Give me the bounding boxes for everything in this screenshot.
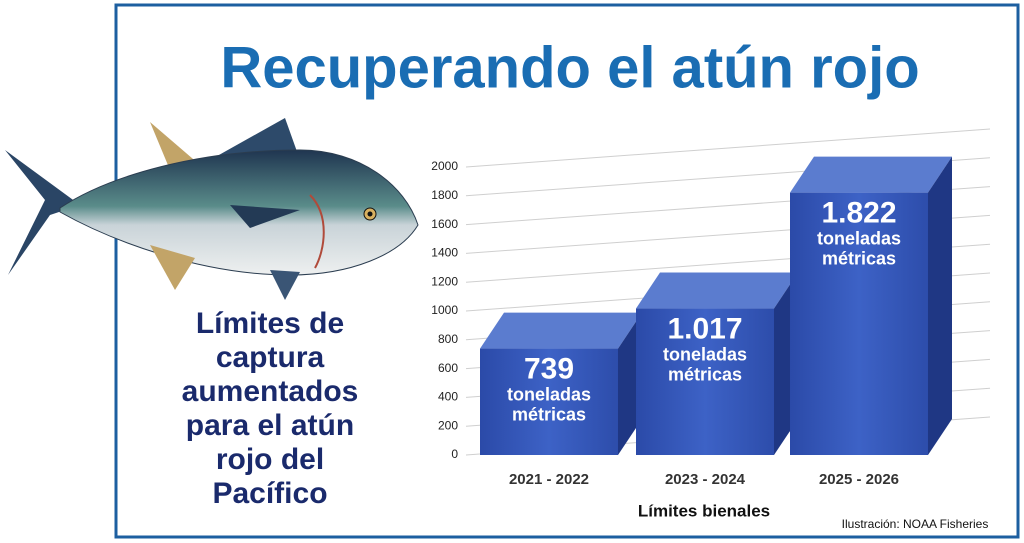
- y-tick-label: 800: [438, 332, 458, 346]
- x-tick-label: 2023 - 2024: [665, 471, 746, 488]
- x-tick-label: 2021 - 2022: [509, 471, 589, 488]
- side-text: Límites de: [196, 307, 344, 340]
- side-text: rojo del: [216, 443, 324, 476]
- y-tick-label: 200: [438, 418, 458, 432]
- grid-line: [465, 128, 991, 168]
- side-text: captura: [216, 341, 325, 374]
- x-tick-label: 2025 - 2026: [819, 471, 899, 488]
- y-tick-label: 400: [438, 390, 458, 404]
- bar-top: [636, 272, 798, 309]
- unit-label: métricas: [822, 248, 896, 268]
- bar: [480, 348, 618, 455]
- bar: [636, 308, 774, 455]
- value-label: 1.822: [821, 197, 896, 230]
- unit-label: toneladas: [663, 344, 747, 364]
- credit: Ilustración: NOAA Fisheries: [842, 517, 989, 531]
- bar-top: [480, 312, 642, 349]
- y-tick-label: 0: [451, 447, 458, 461]
- value-label: 1.017: [667, 312, 742, 345]
- bar: [790, 192, 928, 455]
- y-tick-label: 1600: [431, 217, 458, 231]
- bar-top: [790, 156, 952, 193]
- y-tick-label: 1200: [431, 274, 458, 288]
- side-text: para el atún: [186, 409, 354, 442]
- fish-illustration: [5, 118, 419, 300]
- x-axis-label: Límites bienales: [638, 501, 770, 520]
- y-tick-label: 600: [438, 361, 458, 375]
- unit-label: toneladas: [817, 228, 901, 248]
- y-tick-label: 1400: [431, 246, 458, 260]
- side-text: aumentados: [182, 375, 359, 408]
- unit-label: métricas: [668, 364, 742, 384]
- y-tick-label: 1000: [431, 303, 458, 317]
- unit-label: toneladas: [507, 384, 591, 404]
- value-label: 739: [524, 353, 574, 386]
- y-tick-label: 1800: [431, 188, 458, 202]
- side-text: Pacífico: [212, 477, 327, 510]
- y-tick-label: 2000: [431, 159, 458, 173]
- bar-side: [928, 156, 952, 455]
- unit-label: métricas: [512, 404, 586, 424]
- chart-title: Recuperando el atún rojo: [220, 35, 919, 100]
